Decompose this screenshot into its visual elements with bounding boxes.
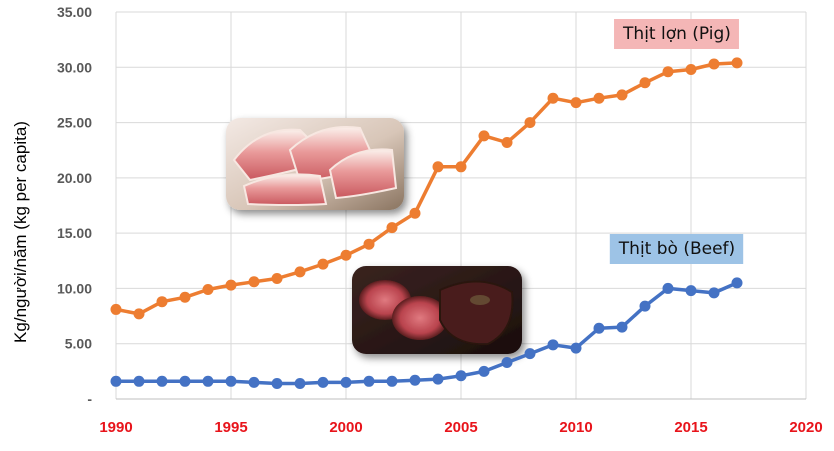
- beef-series-label: Thịt bò (Beef): [609, 234, 744, 264]
- data-point: [156, 296, 168, 308]
- data-point: [110, 375, 122, 387]
- annotations: Thịt lợn (Pig) Thịt bò (Beef): [609, 19, 744, 264]
- y-tick-label: 5.00: [65, 336, 92, 352]
- data-point: [202, 284, 214, 296]
- data-point: [340, 376, 352, 388]
- axes: - 5.00 10.00 15.00 20.00 25.00 30.00 35.00 1990 1…: [57, 4, 823, 436]
- data-point: [478, 130, 490, 142]
- data-point: [409, 207, 421, 219]
- y-axis-label: Kg/người/năm (kg per capita): [11, 121, 30, 343]
- y-tick-label: 10.00: [57, 280, 92, 296]
- data-point: [685, 285, 697, 297]
- data-point: [363, 238, 375, 250]
- y-tick-label: 30.00: [57, 59, 92, 75]
- data-point: [340, 249, 352, 261]
- data-point: [248, 276, 260, 288]
- data-point: [593, 322, 605, 334]
- y-tick-label: 20.00: [57, 170, 92, 186]
- gridlines: [115, 11, 807, 399]
- data-point: [432, 373, 444, 385]
- data-point: [248, 376, 260, 388]
- data-point: [524, 117, 536, 129]
- data-point: [133, 375, 145, 387]
- data-point: [225, 375, 237, 387]
- series-layer: [110, 57, 743, 390]
- x-tick-label: 1990: [99, 419, 132, 436]
- series-label-text: Thịt lợn (Pig): [622, 24, 731, 44]
- data-point: [156, 375, 168, 387]
- data-point: [547, 339, 559, 351]
- x-tick-label: 2005: [444, 419, 477, 436]
- data-point: [202, 375, 214, 387]
- series-line: [115, 61, 738, 316]
- data-point: [455, 370, 467, 382]
- data-point: [662, 282, 674, 294]
- data-point: [110, 303, 122, 315]
- data-point: [639, 77, 651, 89]
- data-point: [708, 58, 720, 70]
- data-point: [271, 378, 283, 390]
- data-point: [731, 57, 743, 69]
- data-point: [133, 308, 145, 320]
- data-point: [616, 321, 628, 333]
- data-point: [524, 348, 536, 360]
- data-point: [593, 92, 605, 104]
- pork-meat-photo: [226, 118, 404, 210]
- data-point: [294, 378, 306, 390]
- data-point: [731, 277, 743, 289]
- data-point: [616, 89, 628, 101]
- y-tick-label: 35.00: [57, 4, 92, 20]
- data-point: [386, 375, 398, 387]
- data-point: [455, 161, 467, 173]
- data-point: [409, 374, 421, 386]
- label-box: [609, 234, 744, 264]
- data-point: [501, 136, 513, 148]
- data-point: [317, 376, 329, 388]
- x-tick-label: 2000: [329, 419, 362, 436]
- data-point: [570, 342, 582, 354]
- pig-series-label: Thịt lợn (Pig): [614, 19, 739, 49]
- data-point: [179, 375, 191, 387]
- data-point: [639, 300, 651, 312]
- y-tick-label: 25.00: [57, 115, 92, 131]
- data-point: [708, 287, 720, 299]
- series-beef: [110, 277, 743, 390]
- data-point: [570, 97, 582, 109]
- data-point: [225, 279, 237, 291]
- series-line: [116, 281, 738, 386]
- x-tick-label: 2010: [559, 419, 592, 436]
- data-point: [317, 258, 329, 270]
- data-point: [363, 375, 375, 387]
- data-point: [685, 63, 697, 75]
- y-tick-label: 15.00: [57, 225, 92, 241]
- series-label-text: Thịt bò (Beef): [618, 239, 735, 259]
- data-point: [662, 66, 674, 78]
- data-point: [478, 365, 490, 377]
- label-box: [614, 19, 739, 49]
- beef-meat-photo: [352, 266, 522, 354]
- x-tick-label: 2020: [789, 419, 822, 436]
- data-point: [386, 222, 398, 234]
- data-point: [547, 92, 559, 104]
- data-point: [501, 357, 513, 369]
- data-point: [271, 272, 283, 284]
- data-point: [432, 161, 444, 173]
- x-tick-label: 1995: [214, 419, 247, 436]
- y-tick-label: -: [87, 391, 92, 407]
- data-point: [179, 291, 191, 303]
- x-tick-label: 2015: [674, 419, 707, 436]
- data-point: [294, 266, 306, 278]
- series-pig: [110, 57, 743, 320]
